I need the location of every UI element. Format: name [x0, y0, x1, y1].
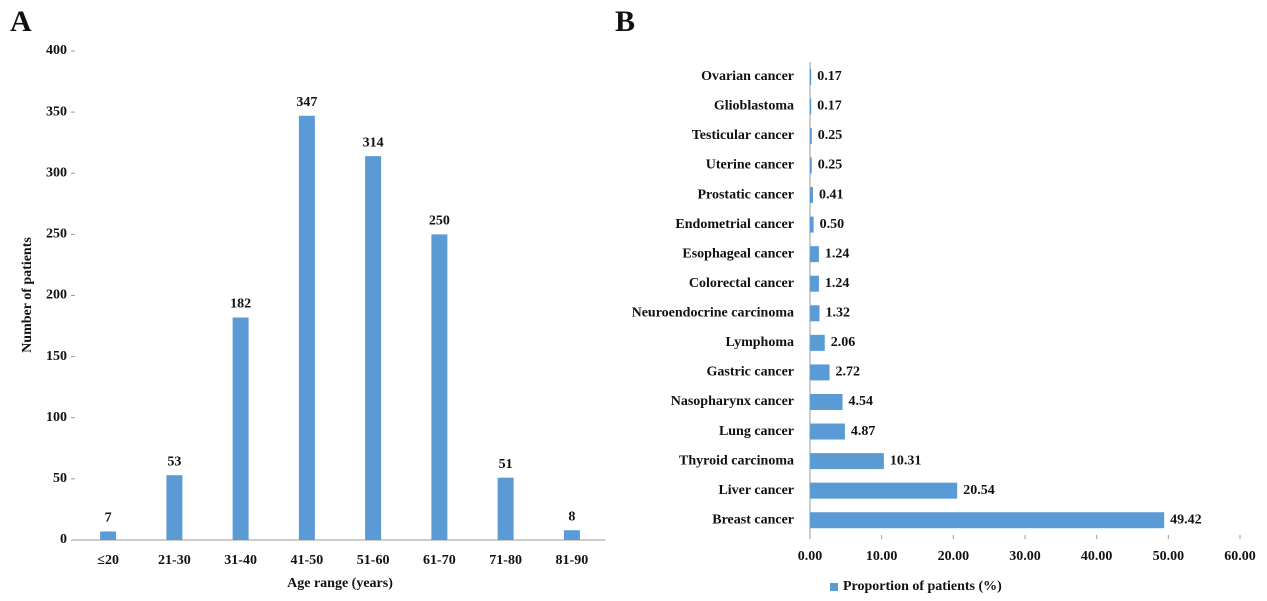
data-label: 1.32: [825, 306, 850, 321]
data-label: 347: [296, 95, 317, 110]
y-tick-label: 350: [46, 104, 67, 119]
bar: [365, 156, 382, 540]
bar: [810, 423, 845, 440]
bar: [810, 246, 819, 263]
bar: [100, 531, 117, 540]
bar: [810, 393, 843, 410]
x-tick-label: 41-50: [291, 553, 324, 568]
x-tick-label: 31-40: [224, 553, 257, 568]
bar: [810, 453, 884, 470]
bar: [431, 234, 448, 540]
panel-label: B: [615, 5, 635, 38]
y-tick-label: 0: [60, 532, 67, 547]
y-tick-label: 400: [46, 43, 67, 58]
y-tick-label: Lung cancer: [719, 424, 794, 439]
y-tick-label: Glioblastoma: [714, 99, 794, 114]
y-tick-label: Thyroid carcinoma: [679, 453, 794, 468]
bar: [497, 477, 514, 540]
y-tick-label: 50: [53, 471, 67, 486]
y-tick-label: Testicular cancer: [692, 128, 794, 143]
bar: [810, 68, 812, 85]
bar: [810, 187, 813, 204]
y-tick-label: Uterine cancer: [706, 158, 794, 173]
bar: [810, 127, 812, 144]
data-label: 4.54: [849, 394, 874, 409]
data-label: 53: [167, 454, 181, 469]
data-label: 0.41: [819, 187, 844, 202]
y-tick-label: Colorectal cancer: [689, 276, 794, 291]
y-tick-label: Gastric cancer: [707, 365, 794, 380]
y-tick-label: Esophageal cancer: [682, 246, 794, 261]
data-label: 2.72: [835, 365, 860, 380]
bar: [810, 98, 812, 115]
legend-label: Proportion of patients (%): [843, 579, 1002, 594]
y-tick-label: Endometrial cancer: [675, 217, 794, 232]
bar: [810, 275, 819, 292]
y-tick-label: 300: [46, 165, 67, 180]
bar: [810, 364, 830, 381]
data-label: 0.50: [820, 217, 845, 232]
x-tick-label: 50.00: [1153, 549, 1185, 564]
x-tick-label: 60.00: [1224, 549, 1256, 564]
y-tick-label: 200: [46, 288, 67, 303]
data-label: 10.31: [890, 453, 922, 468]
data-label: 0.17: [817, 99, 842, 114]
data-label: 51: [499, 457, 513, 472]
y-tick-label: 250: [46, 227, 67, 242]
y-tick-label: Liver cancer: [718, 483, 794, 498]
y-tick-label: Ovarian cancer: [701, 69, 794, 84]
panel-label: A: [10, 5, 32, 38]
data-label: 7: [105, 511, 112, 526]
bar: [298, 115, 315, 540]
x-tick-label: 10.00: [866, 549, 898, 564]
data-label: 0.17: [817, 69, 842, 84]
data-label: 250: [429, 214, 450, 229]
legend-swatch: [830, 583, 838, 591]
data-label: 0.25: [818, 128, 843, 143]
x-axis-title: Age range (years): [287, 576, 393, 591]
x-tick-label: ≤20: [97, 553, 119, 568]
x-tick-label: 20.00: [938, 549, 970, 564]
data-label: 20.54: [963, 483, 995, 498]
data-label: 4.87: [851, 424, 876, 439]
data-label: 0.25: [818, 158, 843, 173]
x-tick-label: 71-80: [489, 553, 522, 568]
bar: [810, 482, 958, 499]
y-tick-label: Prostatic cancer: [697, 187, 794, 202]
y-axis-title: Number of patients: [20, 237, 35, 353]
y-tick-label: 150: [46, 349, 67, 364]
y-tick-label: Neuroendocrine carcinoma: [632, 306, 794, 321]
y-tick-label: Breast cancer: [712, 512, 794, 527]
data-label: 1.24: [825, 276, 850, 291]
bar: [563, 530, 580, 540]
data-label: 182: [230, 297, 251, 312]
x-tick-label: 40.00: [1081, 549, 1113, 564]
bar: [810, 512, 1165, 529]
x-tick-label: 81-90: [556, 553, 589, 568]
x-tick-label: 51-60: [357, 553, 390, 568]
data-label: 2.06: [831, 335, 856, 350]
data-label: 8: [568, 509, 575, 524]
bar: [810, 216, 814, 233]
x-tick-label: 61-70: [423, 553, 456, 568]
data-label: 314: [363, 135, 384, 150]
bar: [232, 317, 249, 540]
x-tick-label: 0.00: [798, 549, 823, 564]
y-tick-label: Nasopharynx cancer: [671, 394, 794, 409]
data-label: 1.24: [825, 246, 850, 261]
bar: [166, 475, 183, 540]
y-tick-label: 100: [46, 410, 67, 425]
bar: [810, 334, 825, 351]
bar: [810, 305, 820, 322]
x-tick-label: 30.00: [1009, 549, 1041, 564]
bar: [810, 157, 812, 174]
x-tick-label: 21-30: [158, 553, 191, 568]
y-tick-label: Lymphoma: [726, 335, 794, 350]
data-label: 49.42: [1170, 512, 1202, 527]
